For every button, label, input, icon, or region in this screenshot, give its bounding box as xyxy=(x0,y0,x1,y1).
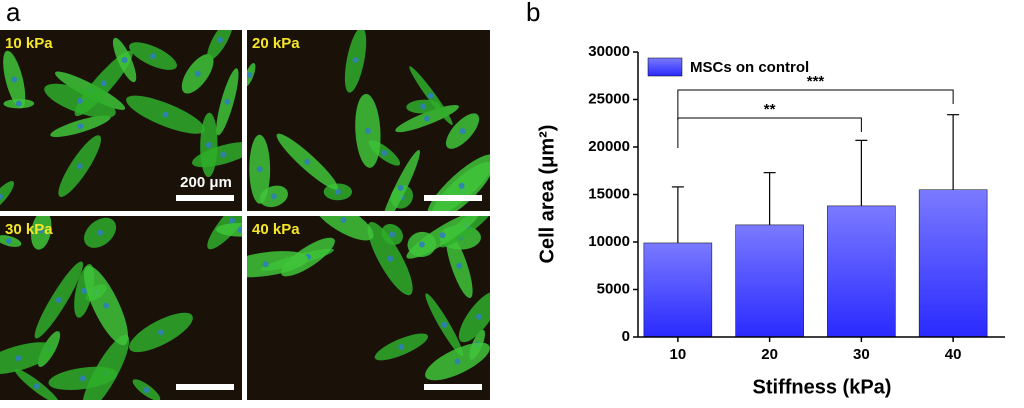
nucleus xyxy=(0,193,4,200)
micrograph: 10 kPa xyxy=(0,30,242,211)
y-tick-label: 10000 xyxy=(588,233,630,250)
nucleus xyxy=(55,296,62,303)
nucleus xyxy=(81,287,88,294)
image-label: 20 kPa xyxy=(252,35,300,52)
nucleus xyxy=(77,97,84,104)
legend-swatch xyxy=(647,57,683,77)
nucleus xyxy=(237,226,242,233)
nucleus xyxy=(427,92,434,99)
panel-label: a xyxy=(6,0,21,27)
image-label: 40 kPa xyxy=(252,221,300,238)
bar xyxy=(735,224,804,338)
nucleus xyxy=(220,151,227,158)
nucleus xyxy=(397,184,404,191)
scale-bar-label: 200 μm xyxy=(180,174,232,191)
nucleus xyxy=(270,193,277,200)
x-tick-label: 40 xyxy=(945,346,962,363)
panel-label: b xyxy=(526,0,540,27)
nucleus xyxy=(205,141,212,148)
nucleus xyxy=(256,166,263,173)
legend-label: MSCs on control xyxy=(690,59,809,76)
nucleus xyxy=(11,76,18,83)
nucleus xyxy=(352,57,359,64)
significance-bracket xyxy=(677,89,954,120)
nucleus xyxy=(476,313,483,320)
y-tick-label: 0 xyxy=(622,328,630,345)
significance-label: ** xyxy=(764,101,776,118)
nucleus xyxy=(162,111,169,118)
image-label: 30 kPa xyxy=(5,221,53,238)
nucleus xyxy=(262,261,269,268)
nucleus xyxy=(103,302,110,309)
nucleus xyxy=(121,56,128,63)
nucleus xyxy=(420,103,427,110)
nucleus xyxy=(143,387,150,394)
nucleus xyxy=(439,232,446,239)
y-tick-label: 25000 xyxy=(588,90,630,107)
nucleus xyxy=(454,358,461,365)
y-tick-label: 5000 xyxy=(597,280,630,297)
nucleus xyxy=(194,70,201,77)
nucleus xyxy=(216,36,223,43)
nucleus xyxy=(364,127,371,134)
significance-bracket xyxy=(677,117,862,148)
micrograph: 20 kPa xyxy=(247,30,490,211)
nucleus xyxy=(224,98,231,105)
significance-label: *** xyxy=(807,73,825,90)
y-axis-label: Cell area (μm²) xyxy=(536,125,558,264)
nucleus xyxy=(458,182,465,189)
nucleus xyxy=(381,149,388,156)
scale-bar xyxy=(176,384,234,390)
scale-bar xyxy=(176,195,234,201)
nucleus xyxy=(456,262,463,269)
micrograph: 30 kPa xyxy=(0,216,242,400)
nucleus xyxy=(418,241,425,248)
nucleus xyxy=(247,71,253,78)
x-tick-label: 10 xyxy=(670,346,687,363)
scale-bar xyxy=(424,384,482,390)
nucleus xyxy=(77,123,84,130)
nucleus xyxy=(304,158,311,165)
nucleus xyxy=(33,383,40,390)
micrograph: 40 kPa xyxy=(247,216,490,400)
nucleus xyxy=(459,128,466,135)
nucleus xyxy=(97,229,104,236)
nucleus xyxy=(229,217,236,224)
bar xyxy=(918,189,988,338)
x-tick-label: 20 xyxy=(761,346,778,363)
nucleus xyxy=(157,329,164,336)
bar xyxy=(827,205,896,338)
image-label: 10 kPa xyxy=(5,35,53,52)
nucleus xyxy=(15,355,22,362)
y-tick-label: 20000 xyxy=(588,138,630,155)
y-tick-label: 30000 xyxy=(588,43,630,60)
nucleus xyxy=(340,216,347,223)
nucleus xyxy=(424,115,431,122)
nucleus xyxy=(100,80,107,87)
nucleus xyxy=(398,343,405,350)
nucleus xyxy=(389,231,396,238)
x-tick-label: 30 xyxy=(853,346,870,363)
x-axis-label: Stiffness (kPa) xyxy=(753,376,892,398)
nucleus xyxy=(387,255,394,262)
scale-bar xyxy=(424,195,482,201)
nucleus xyxy=(79,375,86,382)
nucleus xyxy=(15,100,22,107)
nucleus xyxy=(334,188,341,195)
nucleus xyxy=(5,238,12,245)
y-tick-label: 15000 xyxy=(588,185,630,202)
nucleus xyxy=(150,53,157,60)
nucleus xyxy=(38,227,45,234)
nucleus xyxy=(76,163,83,170)
bar xyxy=(643,242,713,338)
nucleus xyxy=(441,321,448,328)
